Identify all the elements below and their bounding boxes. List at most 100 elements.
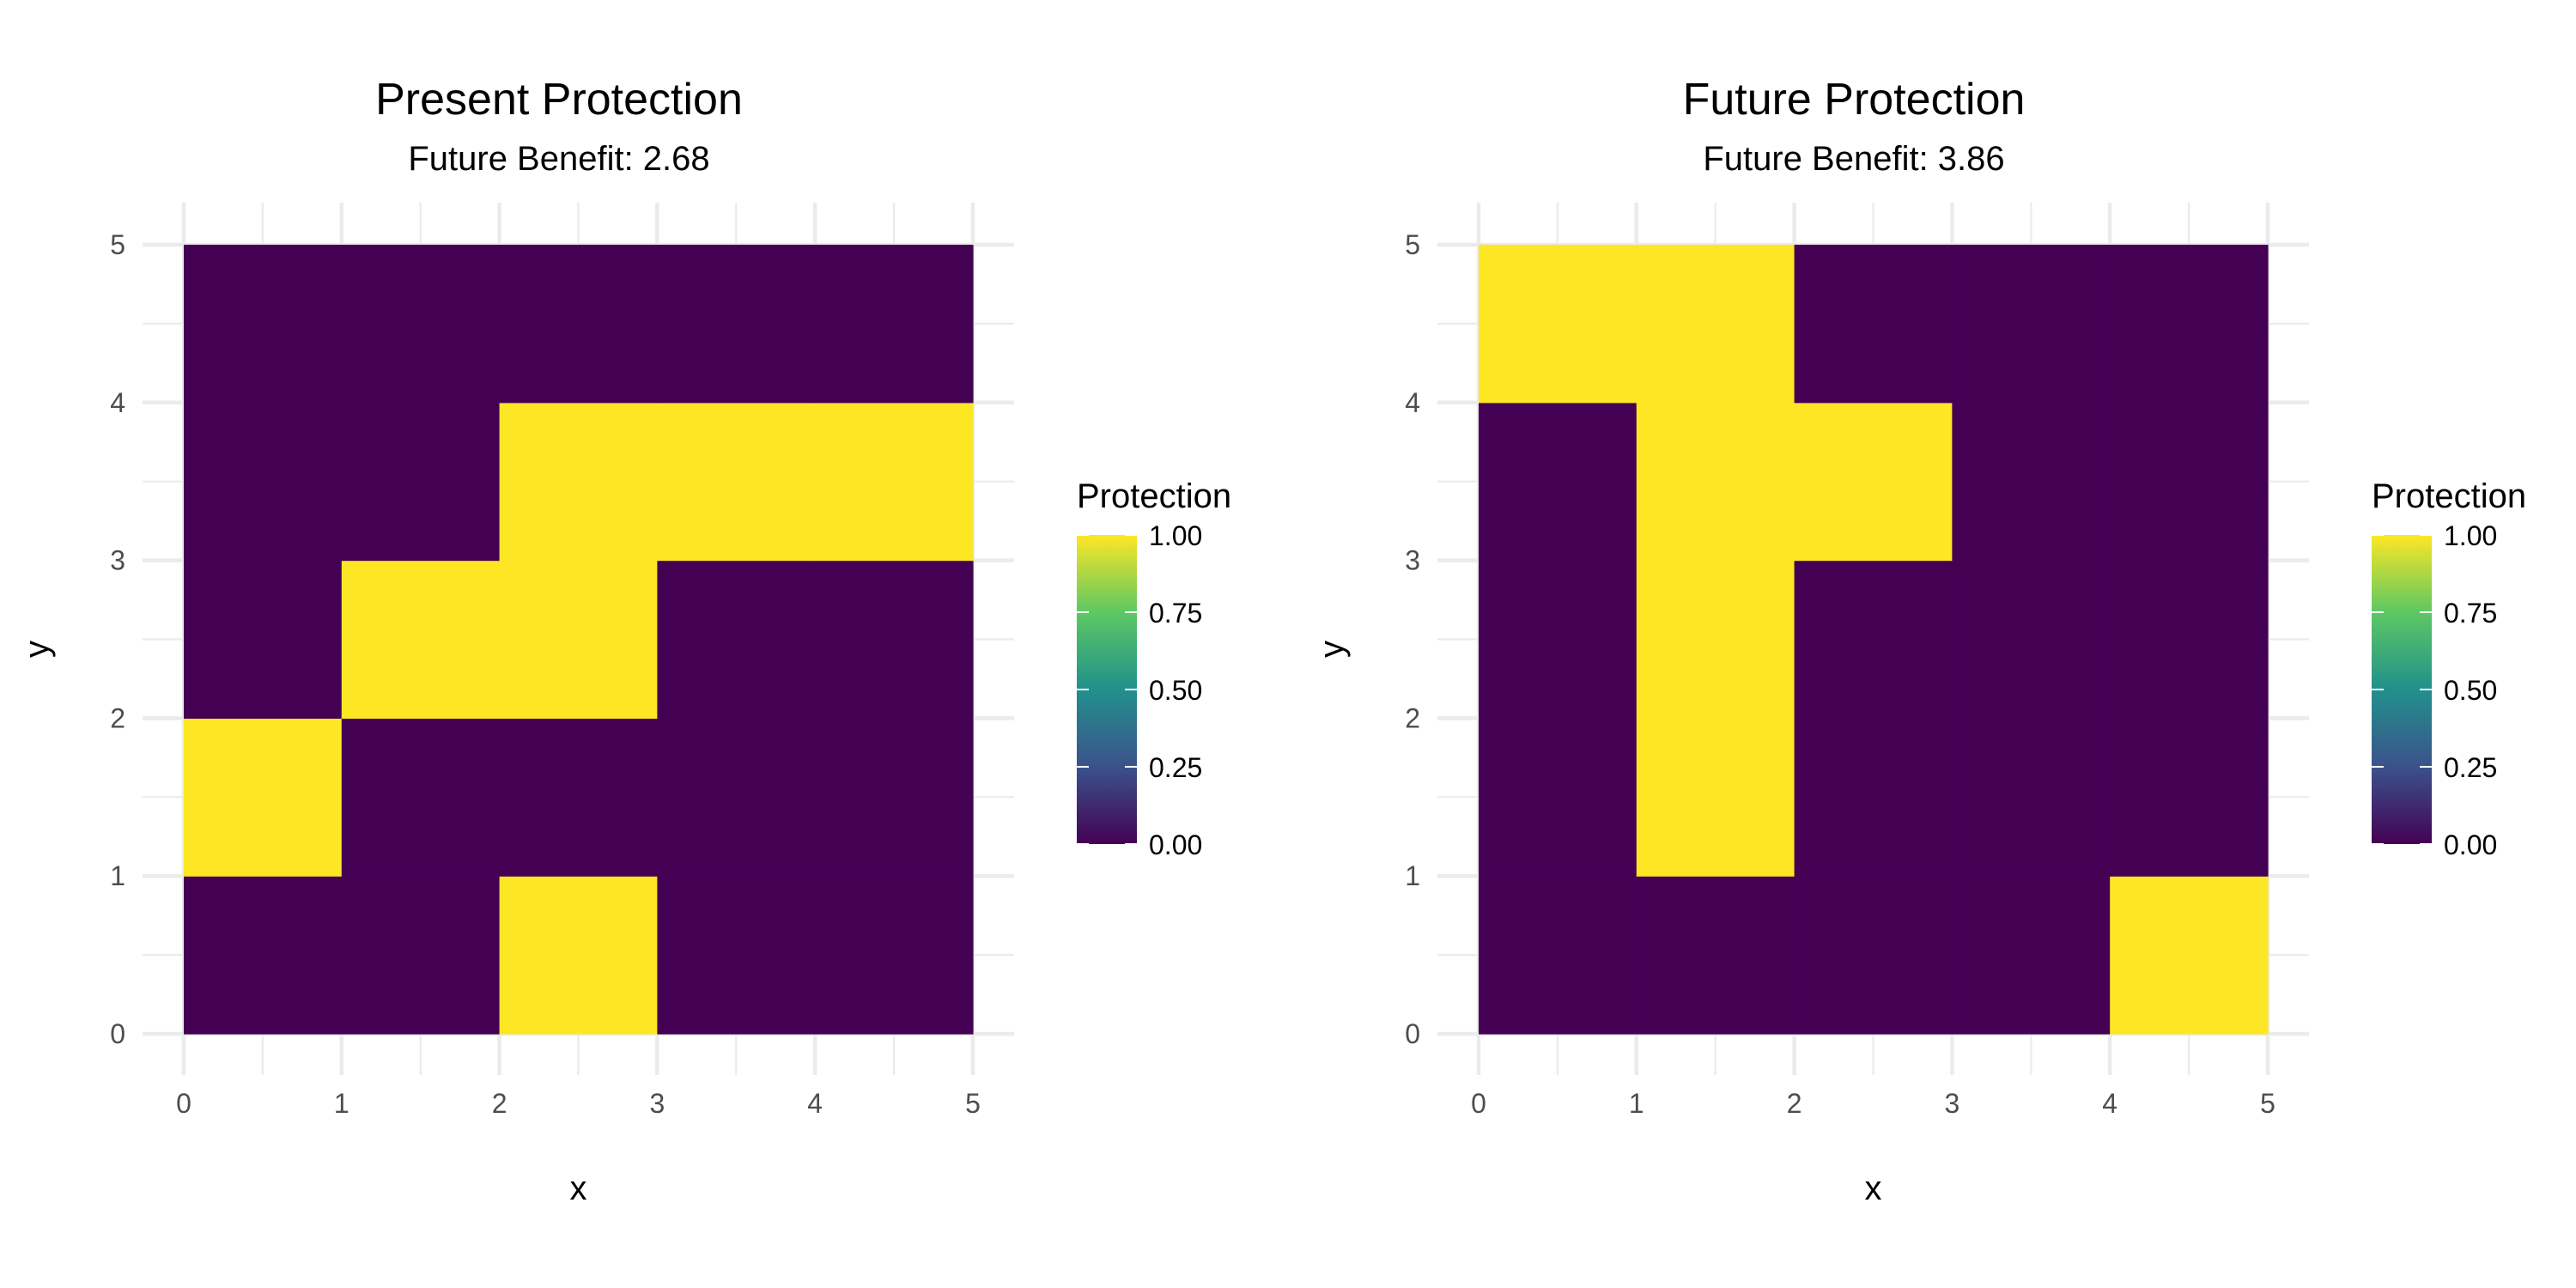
heatmap-cell — [1479, 560, 1637, 719]
y-tick-label: 3 — [110, 545, 125, 576]
heatmap-cell — [2110, 560, 2269, 719]
x-tick-label: 4 — [807, 1088, 823, 1119]
heatmap-cell — [1636, 876, 1795, 1035]
chart-title: Future Protection — [1683, 75, 2026, 125]
chart-subtitle: Future Benefit: 3.86 — [1703, 140, 2004, 178]
y-tick-label: 5 — [1405, 229, 1420, 260]
heatmap-cell — [657, 718, 816, 877]
heatmap-cell — [815, 402, 974, 562]
heatmap-cell — [815, 560, 974, 719]
heatmap-cell — [1952, 718, 2111, 877]
y-tick-label: 2 — [110, 702, 125, 733]
heatmap-cell — [499, 718, 658, 877]
legend-label: 0.75 — [2444, 598, 2497, 629]
heatmap-cell — [1479, 402, 1637, 562]
heatmap-tiles — [184, 245, 974, 1035]
chart-panel-2: Future Protection Future Benefit: 3.86 0 1 2… — [1313, 75, 2526, 1207]
legend-label: 0.00 — [2444, 829, 2497, 860]
heatmap-cell — [657, 560, 816, 719]
x-tick-label: 5 — [2260, 1088, 2275, 1119]
heatmap-cell — [184, 876, 343, 1035]
x-tick-label: 3 — [1945, 1088, 1960, 1119]
heatmap-cell — [341, 560, 501, 719]
heatmap-cell — [1794, 560, 1953, 719]
x-axis-title: x — [570, 1170, 587, 1207]
legend-label: 0.25 — [2444, 752, 2497, 783]
heatmap-cell — [341, 718, 501, 877]
heatmap-cell — [341, 876, 501, 1035]
legend-label: 1.00 — [2444, 520, 2497, 551]
color-legend: Protection 0.00 0.25 0.50 0.75 1.00 — [1077, 477, 1231, 860]
y-tick-label: 0 — [110, 1018, 125, 1049]
x-tick-label: 2 — [492, 1088, 507, 1119]
x-axis-title: x — [1865, 1170, 1882, 1207]
heatmap-cell — [499, 245, 658, 404]
heatmap-cell — [341, 245, 501, 404]
chart-panel-1: Present Protection Future Benefit: 2.68 0 1… — [18, 75, 1231, 1207]
heatmap-cell — [499, 876, 658, 1035]
heatmap-cell — [1636, 718, 1795, 877]
y-tick-label: 5 — [110, 229, 125, 260]
heatmap-cell — [657, 402, 816, 562]
legend-label: 0.25 — [1149, 752, 1202, 783]
heatmap-cell — [1479, 245, 1637, 404]
heatmap-cell — [815, 245, 974, 404]
heatmap-cell — [1952, 560, 2111, 719]
x-tick-label: 0 — [176, 1088, 191, 1119]
legend-label: 0.00 — [1149, 829, 1202, 860]
heatmap-cell — [184, 560, 343, 719]
y-tick-label: 2 — [1405, 702, 1420, 733]
heatmap-cell — [1479, 876, 1637, 1035]
chart-title: Present Protection — [375, 75, 743, 125]
heatmap-cell — [2110, 245, 2269, 404]
heatmap-cell — [499, 560, 658, 719]
y-tick-label: 0 — [1405, 1018, 1420, 1049]
heatmap-cell — [1794, 876, 1953, 1035]
y-axis-title: y — [1313, 641, 1351, 658]
x-tick-label: 1 — [1629, 1088, 1644, 1119]
chart-subtitle: Future Benefit: 2.68 — [408, 140, 709, 178]
legend-label: 0.50 — [1149, 675, 1202, 706]
heatmap-cell — [1952, 245, 2111, 404]
heatmap-tiles — [1479, 245, 2269, 1035]
y-tick-label: 1 — [110, 860, 125, 891]
heatmap-cell — [1636, 560, 1795, 719]
heatmap-cell — [2110, 402, 2269, 562]
heatmap-cell — [1952, 876, 2111, 1035]
heatmap-cell — [815, 718, 974, 877]
color-legend: Protection 0.00 0.25 0.50 0.75 1.00 — [2372, 477, 2526, 860]
heatmap-cell — [1952, 402, 2111, 562]
heatmap-cell — [1794, 245, 1953, 404]
heatmap-cell — [184, 402, 343, 562]
legend-label: 0.50 — [2444, 675, 2497, 706]
x-tick-label: 4 — [2102, 1088, 2117, 1119]
legend-title: Protection — [1077, 477, 1231, 515]
heatmap-cell — [499, 402, 658, 562]
heatmap-cell — [184, 245, 343, 404]
heatmap-cell — [2110, 876, 2269, 1035]
legend-label: 0.75 — [1149, 598, 1202, 629]
x-tick-label: 1 — [334, 1088, 349, 1119]
y-tick-label: 4 — [1405, 387, 1420, 418]
heatmap-cell — [184, 718, 343, 877]
x-tick-label: 3 — [650, 1088, 665, 1119]
heatmap-cell — [1636, 245, 1795, 404]
heatmap-cell — [1794, 402, 1953, 562]
heatmap-cell — [341, 402, 501, 562]
heatmap-cell — [1636, 402, 1795, 562]
heatmap-cell — [2110, 718, 2269, 877]
y-tick-label: 1 — [1405, 860, 1420, 891]
heatmap-cell — [657, 876, 816, 1035]
legend-title: Protection — [2372, 477, 2526, 515]
heatmap-cell — [1479, 718, 1637, 877]
x-tick-label: 5 — [965, 1088, 981, 1119]
y-tick-label: 3 — [1405, 545, 1420, 576]
heatmap-cell — [1794, 718, 1953, 877]
legend-label: 1.00 — [1149, 520, 1202, 551]
heatmap-cell — [815, 876, 974, 1035]
heatmap-cell — [657, 245, 816, 404]
y-tick-label: 4 — [110, 387, 125, 418]
x-tick-label: 2 — [1787, 1088, 1802, 1119]
